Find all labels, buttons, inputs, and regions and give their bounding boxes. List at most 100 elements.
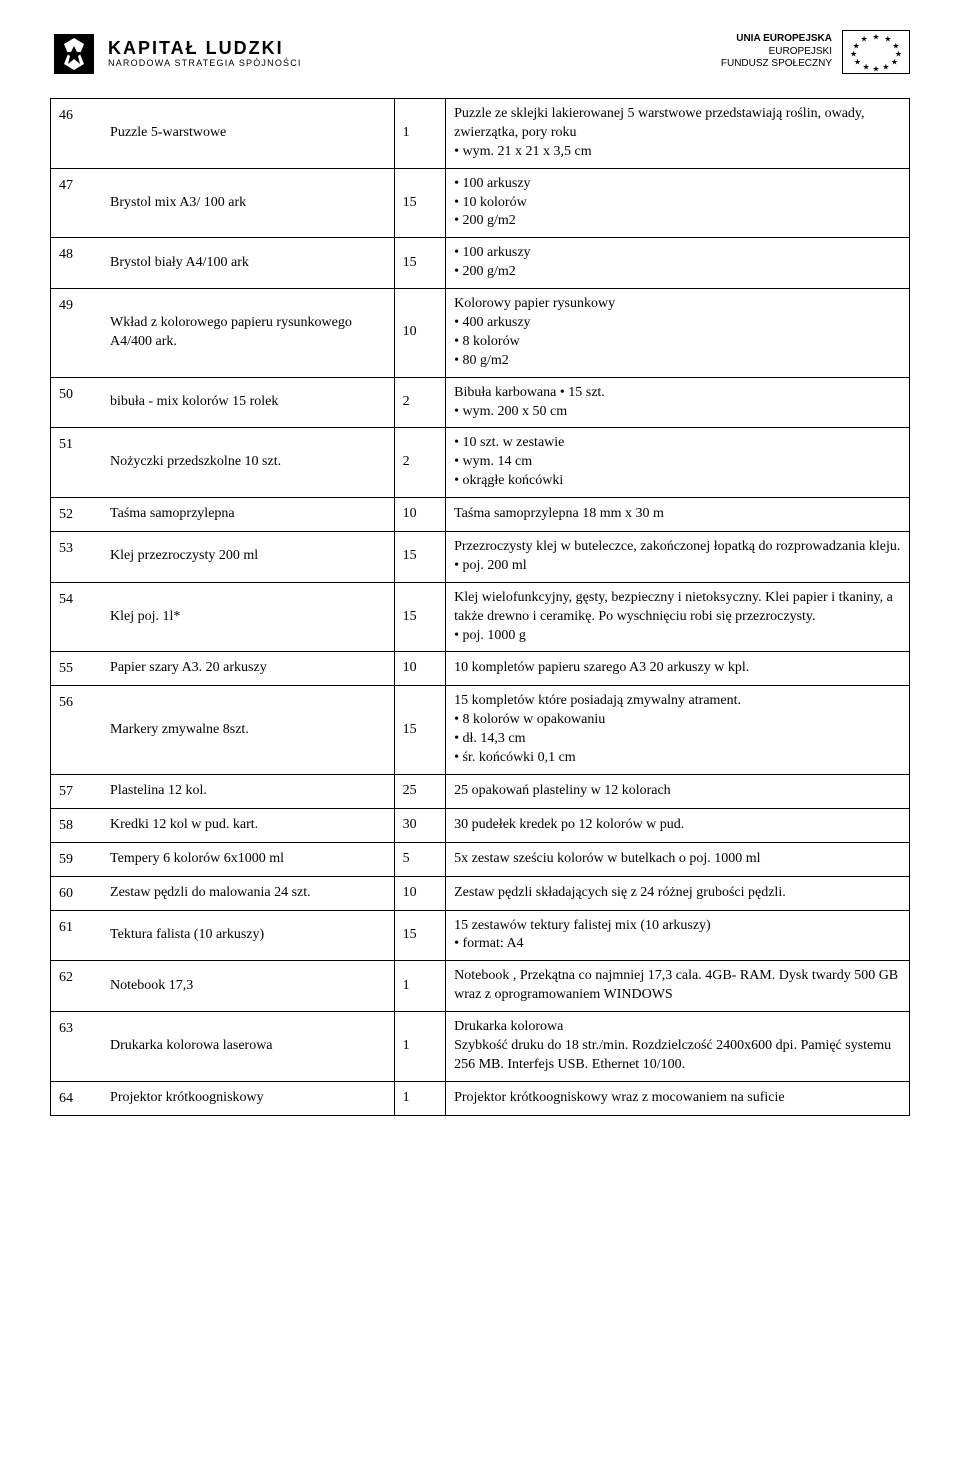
page-header: KAPITAŁ LUDZKI NARODOWA STRATEGIA SPÓJNO… [50, 30, 910, 78]
row-name: Brystol mix A3/ 100 ark [102, 168, 394, 238]
row-desc: • 100 arkuszy • 10 kolorów • 200 g/m2 [446, 168, 910, 238]
eu-text: UNIA EUROPEJSKA EUROPEJSKI FUNDUSZ SPOŁE… [721, 33, 832, 71]
products-table: 46Puzzle 5-warstwowe1Puzzle ze sklejki l… [50, 98, 910, 1116]
table-row: 46Puzzle 5-warstwowe1Puzzle ze sklejki l… [51, 99, 910, 169]
table-row: 51Nożyczki przedszkolne 10 szt.2• 10 szt… [51, 428, 910, 498]
row-qty: 2 [394, 428, 446, 498]
row-number: 57 [51, 774, 103, 808]
row-qty: 10 [394, 652, 446, 686]
row-number: 51 [51, 428, 103, 498]
row-qty: 10 [394, 876, 446, 910]
table-row: 56 Markery zmywalne 8szt.1515 kompletów … [51, 686, 910, 775]
table-row: 57Plastelina 12 kol.2525 opakowań plaste… [51, 774, 910, 808]
row-qty: 2 [394, 377, 446, 428]
table-row: 48Brystol biały A4/100 ark15• 100 arkusz… [51, 238, 910, 289]
row-desc: Drukarka kolorowa Szybkość druku do 18 s… [446, 1012, 910, 1082]
row-qty: 15 [394, 686, 446, 775]
row-desc: 30 pudełek kredek po 12 kolorów w pud. [446, 808, 910, 842]
row-qty: 1 [394, 1012, 446, 1082]
row-qty: 1 [394, 1081, 446, 1115]
table-row: 54Klej poj. 1l*15Klej wielofunkcyjny, gę… [51, 582, 910, 652]
row-name: Drukarka kolorowa laserowa [102, 1012, 394, 1082]
row-name: Puzzle 5-warstwowe [102, 99, 394, 169]
row-qty: 5 [394, 842, 446, 876]
table-row: 52Taśma samoprzylepna10Taśma samoprzylep… [51, 498, 910, 532]
kapital-ludzki-text: KAPITAŁ LUDZKI NARODOWA STRATEGIA SPÓJNO… [108, 39, 302, 69]
row-number: 46 [51, 99, 103, 169]
row-desc: Klej wielofunkcyjny, gęsty, bezpieczny i… [446, 582, 910, 652]
row-number: 58 [51, 808, 103, 842]
row-desc: • 100 arkuszy • 200 g/m2 [446, 238, 910, 289]
table-row: 61Tektura falista (10 arkuszy)1515 zesta… [51, 910, 910, 961]
row-name: Notebook 17,3 [102, 961, 394, 1012]
table-row: 63Drukarka kolorowa laserowa1Drukarka ko… [51, 1012, 910, 1082]
row-name: Klej przezroczysty 200 ml [102, 532, 394, 583]
row-name: Zestaw pędzli do malowania 24 szt. [102, 876, 394, 910]
kl-subtitle: NARODOWA STRATEGIA SPÓJNOŚCI [108, 59, 302, 69]
row-name: Klej poj. 1l* [102, 582, 394, 652]
table-row: 64Projektor krótkoogniskowy1Projektor kr… [51, 1081, 910, 1115]
row-name: Papier szary A3. 20 arkuszy [102, 652, 394, 686]
kapital-ludzki-icon [50, 30, 98, 78]
row-desc: Notebook , Przekątna co najmniej 17,3 ca… [446, 961, 910, 1012]
table-row: 58Kredki 12 kol w pud. kart.3030 pudełek… [51, 808, 910, 842]
row-number: 62 [51, 961, 103, 1012]
table-row: 47Brystol mix A3/ 100 ark15• 100 arkuszy… [51, 168, 910, 238]
row-desc: 5x zestaw sześciu kolorów w butelkach o … [446, 842, 910, 876]
eu-flag-icon: ★ ★ ★ ★ ★ ★ ★ ★ ★ ★ ★ ★ [842, 30, 910, 74]
table-row: 50bibuła - mix kolorów 15 rolek2Bibuła k… [51, 377, 910, 428]
row-name: Kredki 12 kol w pud. kart. [102, 808, 394, 842]
row-name: bibuła - mix kolorów 15 rolek [102, 377, 394, 428]
row-name: Markery zmywalne 8szt. [102, 686, 394, 775]
kl-title: KAPITAŁ LUDZKI [108, 39, 302, 59]
row-desc: 25 opakowań plasteliny w 12 kolorach [446, 774, 910, 808]
row-desc: Kolorowy papier rysunkowy • 400 arkuszy … [446, 289, 910, 378]
row-qty: 1 [394, 99, 446, 169]
row-number: 55 [51, 652, 103, 686]
header-left-logo: KAPITAŁ LUDZKI NARODOWA STRATEGIA SPÓJNO… [50, 30, 302, 78]
row-number: 50 [51, 377, 103, 428]
row-number: 59 [51, 842, 103, 876]
row-qty: 10 [394, 498, 446, 532]
row-desc: Projektor krótkoogniskowy wraz z mocowan… [446, 1081, 910, 1115]
table-row: 55Papier szary A3. 20 arkuszy1010 komple… [51, 652, 910, 686]
row-qty: 30 [394, 808, 446, 842]
header-right-eu: UNIA EUROPEJSKA EUROPEJSKI FUNDUSZ SPOŁE… [721, 30, 910, 74]
row-name: Projektor krótkoogniskowy [102, 1081, 394, 1115]
row-desc: 10 kompletów papieru szarego A3 20 arkus… [446, 652, 910, 686]
row-desc: 15 kompletów które posiadają zmywalny at… [446, 686, 910, 775]
row-qty: 15 [394, 168, 446, 238]
row-name: Tempery 6 kolorów 6x1000 ml [102, 842, 394, 876]
eu-line2: EUROPEJSKI [721, 46, 832, 59]
row-name: Plastelina 12 kol. [102, 774, 394, 808]
eu-line3: FUNDUSZ SPOŁECZNY [721, 58, 832, 71]
row-qty: 1 [394, 961, 446, 1012]
row-number: 54 [51, 582, 103, 652]
row-name: Brystol biały A4/100 ark [102, 238, 394, 289]
row-desc: Bibuła karbowana • 15 szt. • wym. 200 x … [446, 377, 910, 428]
row-qty: 15 [394, 582, 446, 652]
row-number: 53 [51, 532, 103, 583]
table-row: 49Wkład z kolorowego papieru rysunkowego… [51, 289, 910, 378]
row-qty: 15 [394, 532, 446, 583]
row-desc: Przezroczysty klej w buteleczce, zakończ… [446, 532, 910, 583]
table-row: 62Notebook 17,31Notebook , Przekątna co … [51, 961, 910, 1012]
row-desc: Zestaw pędzli składających się z 24 różn… [446, 876, 910, 910]
row-qty: 10 [394, 289, 446, 378]
row-number: 63 [51, 1012, 103, 1082]
row-name: Tektura falista (10 arkuszy) [102, 910, 394, 961]
row-name: Taśma samoprzylepna [102, 498, 394, 532]
row-number: 56 [51, 686, 103, 775]
row-number: 49 [51, 289, 103, 378]
table-row: 59Tempery 6 kolorów 6x1000 ml5 5x zestaw… [51, 842, 910, 876]
row-name: Wkład z kolorowego papieru rysunkowego A… [102, 289, 394, 378]
row-qty: 15 [394, 238, 446, 289]
eu-line1: UNIA EUROPEJSKA [721, 33, 832, 46]
table-row: 60Zestaw pędzli do malowania 24 szt.10Ze… [51, 876, 910, 910]
row-qty: 15 [394, 910, 446, 961]
row-name: Nożyczki przedszkolne 10 szt. [102, 428, 394, 498]
row-desc: 15 zestawów tektury falistej mix (10 ark… [446, 910, 910, 961]
row-number: 60 [51, 876, 103, 910]
row-desc: Taśma samoprzylepna 18 mm x 30 m [446, 498, 910, 532]
row-qty: 25 [394, 774, 446, 808]
